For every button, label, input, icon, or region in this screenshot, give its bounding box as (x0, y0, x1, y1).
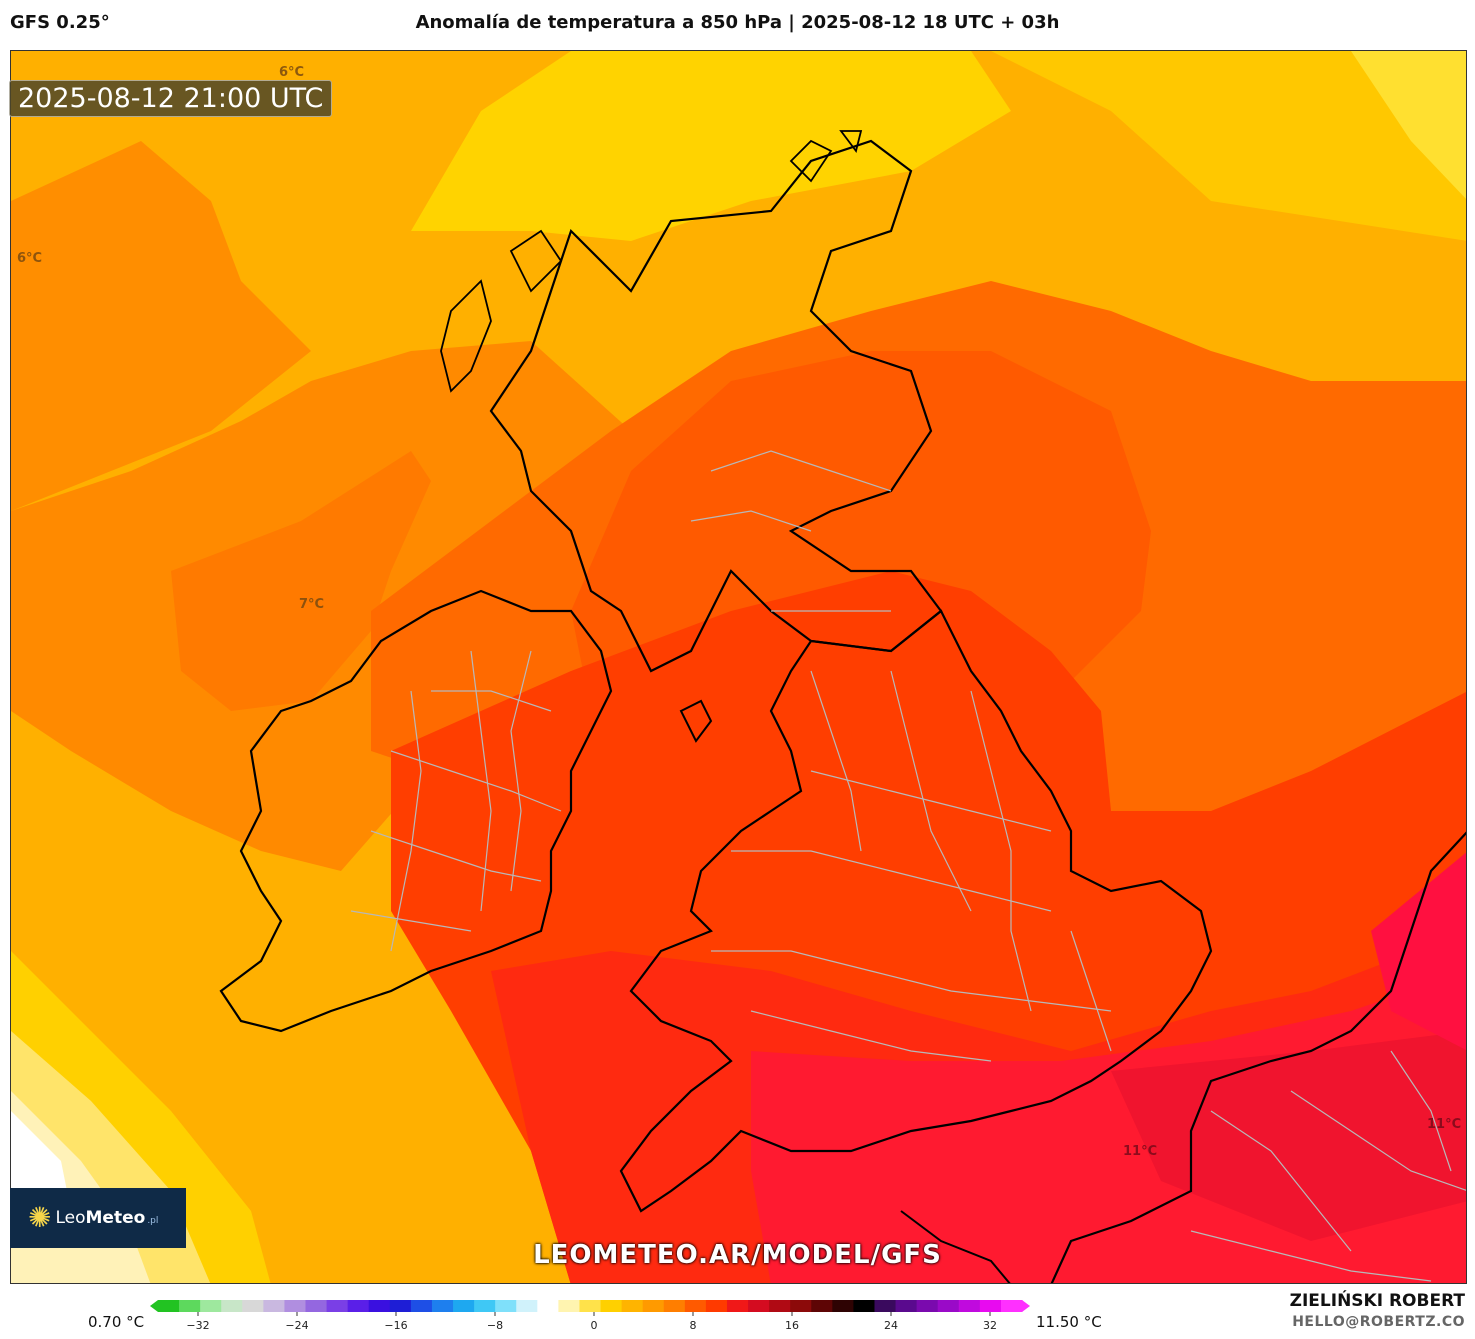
colorbar-cell (579, 1300, 602, 1312)
colorbar-cell (516, 1300, 538, 1312)
colorbar-cell (200, 1300, 222, 1312)
colorbar-cell (979, 1300, 1002, 1312)
colorbar-cell (558, 1300, 580, 1312)
colorbar-cell (958, 1300, 981, 1312)
map-title: Anomalía de temperatura a 850 hPa | 2025… (415, 12, 1060, 33)
colorbar-tick-label: −8 (487, 1319, 503, 1332)
colorbar-cell (389, 1300, 412, 1312)
colorbar-cell (368, 1300, 391, 1312)
colorbar-cell (874, 1300, 897, 1312)
color-scale-bar: −32 −24 −16 −8 0 8 16 24 32 (150, 1300, 1030, 1332)
model-name: GFS 0.25° (10, 12, 110, 33)
colorbar-cell (916, 1300, 939, 1312)
legend-max-value: 11.50 °C (1036, 1313, 1102, 1331)
colorbar-cell (642, 1300, 665, 1312)
colorbar-cell (600, 1300, 623, 1312)
author-email: HELLO@ROBERTZ.CO (1292, 1314, 1465, 1330)
colorbar-tick-label: −24 (285, 1319, 308, 1332)
colorbar-tick-label: 0 (591, 1319, 598, 1332)
map-canvas: 6°C 6°C 7°C 11°C 11°C (10, 50, 1467, 1284)
contour-label: 11°C (1427, 1117, 1462, 1132)
colorbar-cell (853, 1300, 875, 1312)
colorbar-cell (769, 1300, 791, 1312)
colorbar-cell (305, 1300, 328, 1312)
colorbar-cell (347, 1300, 370, 1312)
contour-label: 6°C (17, 251, 43, 266)
colorbar-tick-label: −16 (384, 1319, 407, 1332)
colorbar-cell (453, 1300, 475, 1312)
colorbar-cell (410, 1300, 433, 1312)
legend-min-value: 0.70 °C (88, 1313, 145, 1331)
colorbar-cell (431, 1300, 454, 1312)
colorbar-cell (495, 1300, 517, 1312)
colorbar-tick-label: 24 (884, 1319, 898, 1332)
colorbar-cell (537, 1300, 559, 1312)
colorbar-right-arrow (1022, 1300, 1030, 1312)
colorbar-cell (937, 1300, 960, 1312)
colorbar-cell (663, 1300, 686, 1312)
colorbar-cell (242, 1300, 264, 1312)
leometeo-logo: ✺ LeoMeteo .pl (10, 1188, 186, 1248)
colorbar-cell (1000, 1300, 1023, 1312)
colorbar-cell (832, 1300, 854, 1312)
watermark-url: LEOMETEO.AR/MODEL/GFS (533, 1240, 942, 1270)
valid-time-badge: 2025-08-12 21:00 UTC (9, 80, 333, 117)
contour-label: 11°C (1123, 1144, 1158, 1159)
colorbar-cell (326, 1300, 349, 1312)
colorbar-cell (705, 1300, 728, 1312)
logo-text: LeoMeteo (55, 1208, 146, 1228)
author-name: ZIELIŃSKI ROBERT (1289, 1291, 1465, 1311)
colorbar-cell (684, 1300, 707, 1312)
colorbar-left-arrow (150, 1300, 158, 1312)
colorbar-tick-label: −32 (186, 1319, 209, 1332)
colorbar-cell (179, 1300, 201, 1312)
temperature-field (11, 51, 1466, 1283)
colorbar-tick-label: 8 (690, 1319, 697, 1332)
sun-icon: ✺ (28, 1201, 52, 1234)
colorbar-cell (726, 1300, 749, 1312)
colorbar-tick-label: 16 (785, 1319, 799, 1332)
contour-label: 6°C (279, 65, 305, 80)
colorbar-cell (284, 1300, 307, 1312)
colorbar-tick-label: 32 (983, 1319, 997, 1332)
colorbar-cell (158, 1300, 180, 1312)
colorbar-cell (263, 1300, 285, 1312)
colorbar-cell (811, 1300, 833, 1312)
colorbar-cell (895, 1300, 918, 1312)
colorbar-cell (474, 1300, 496, 1312)
colorbar-cell (790, 1300, 812, 1312)
contour-label: 7°C (299, 597, 325, 612)
colorbar-cell (621, 1300, 644, 1312)
colorbar-cell (748, 1300, 770, 1312)
colorbar-cell (221, 1300, 243, 1312)
logo-suffix: .pl (147, 1216, 159, 1226)
